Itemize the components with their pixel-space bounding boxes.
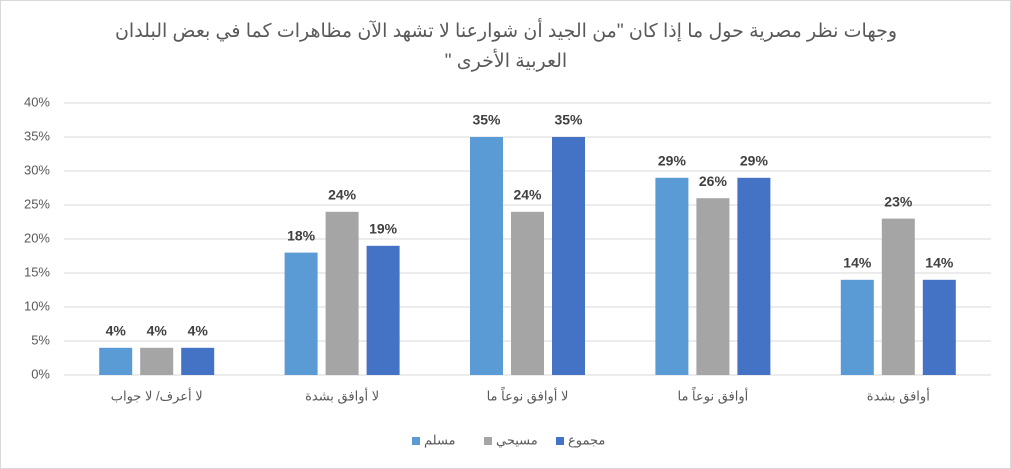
value-label: 23% [884,193,913,209]
legend-swatch [412,437,420,445]
x-tick-label: لا أعرف/ لا جواب [111,387,203,404]
value-label: 35% [554,112,583,128]
value-label: 24% [513,187,542,203]
value-label: 29% [658,153,687,169]
x-tick-label: أوافق نوعاً ما [678,387,749,405]
bar [552,137,585,375]
legend-swatch [484,437,492,445]
x-tick-label: أوافق بشدة [867,387,930,404]
x-tick-label: لا أوافق نوعاً ما [487,387,569,405]
legend-label: مجموع [568,432,605,448]
legend-swatch [556,437,564,445]
value-label: 4% [188,323,209,339]
bar [470,137,503,375]
bar [181,347,215,375]
value-label: 24% [328,187,357,203]
value-label: 14% [925,255,954,271]
y-tick-label: 35% [24,128,50,143]
bar [655,177,689,375]
y-tick-label: 30% [24,162,50,177]
legend-label: مسلم [424,432,456,448]
chart-title: وجهات نظر مصرية حول ما إذا كان "من الجيد… [114,21,898,72]
value-label: 29% [740,153,769,169]
bar [922,279,956,375]
bar [99,347,133,375]
bar [881,218,915,375]
value-label: 4% [106,323,127,339]
y-tick-label: 10% [24,298,50,313]
value-label: 18% [287,227,316,243]
bar [140,347,174,375]
bar [511,211,544,375]
y-tick-label: 40% [24,94,50,109]
value-label: 14% [843,255,872,271]
value-label: 19% [369,221,398,237]
bar [696,198,730,375]
y-tick-label: 20% [24,230,50,245]
bar [284,252,318,375]
value-label: 35% [472,112,501,128]
bar [840,279,874,375]
legend-label: مسيحي [496,432,538,447]
value-label: 26% [699,173,728,189]
y-tick-label: 15% [24,264,50,279]
value-label: 4% [147,323,168,339]
y-tick-label: 0% [31,366,50,381]
bar [325,211,359,375]
y-tick-label: 25% [24,196,50,211]
bar [366,245,400,375]
x-tick-label: لا أوافق بشدة [305,387,379,404]
y-tick-label: 5% [31,332,50,347]
bar [737,177,771,375]
